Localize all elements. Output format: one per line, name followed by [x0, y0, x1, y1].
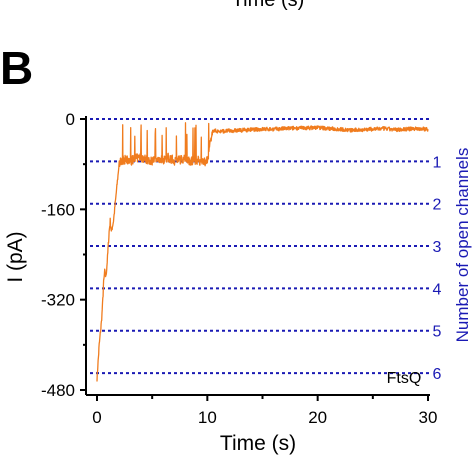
- y-tick-label: -160: [41, 200, 75, 219]
- y-tick-label: -480: [41, 381, 75, 400]
- right-axis-title: Number of open channels: [453, 148, 472, 343]
- channel-level-label-1: 1: [433, 154, 442, 171]
- x-tick-label: 30: [419, 408, 438, 427]
- current-trace: [96, 122, 429, 382]
- x-ticks: 0 10 20 30: [92, 395, 437, 427]
- channel-level-label-4: 4: [433, 281, 442, 298]
- y-tick-label: 0: [66, 110, 75, 129]
- x-tick-label: 10: [198, 408, 217, 427]
- channel-level-label-6: 6: [433, 366, 442, 383]
- x-tick-label: 0: [92, 408, 101, 427]
- panel-letter: B: [0, 42, 33, 94]
- channel-level-label-2: 2: [433, 197, 442, 214]
- x-tick-label: 20: [308, 408, 327, 427]
- y-axis-title: I (pA): [4, 231, 27, 282]
- previous-panel-xlabel: Time (s): [232, 0, 305, 11]
- current-trace-group: [96, 122, 429, 382]
- x-axis-title: Time (s): [220, 432, 296, 455]
- y-ticks: 0 -160 -320 -480: [41, 110, 86, 400]
- channel-level-label-5: 5: [433, 324, 442, 341]
- y-tick-label: -320: [41, 291, 75, 310]
- channel-level-label-3: 3: [433, 239, 442, 256]
- protein-annotation: FtsQ: [387, 370, 422, 387]
